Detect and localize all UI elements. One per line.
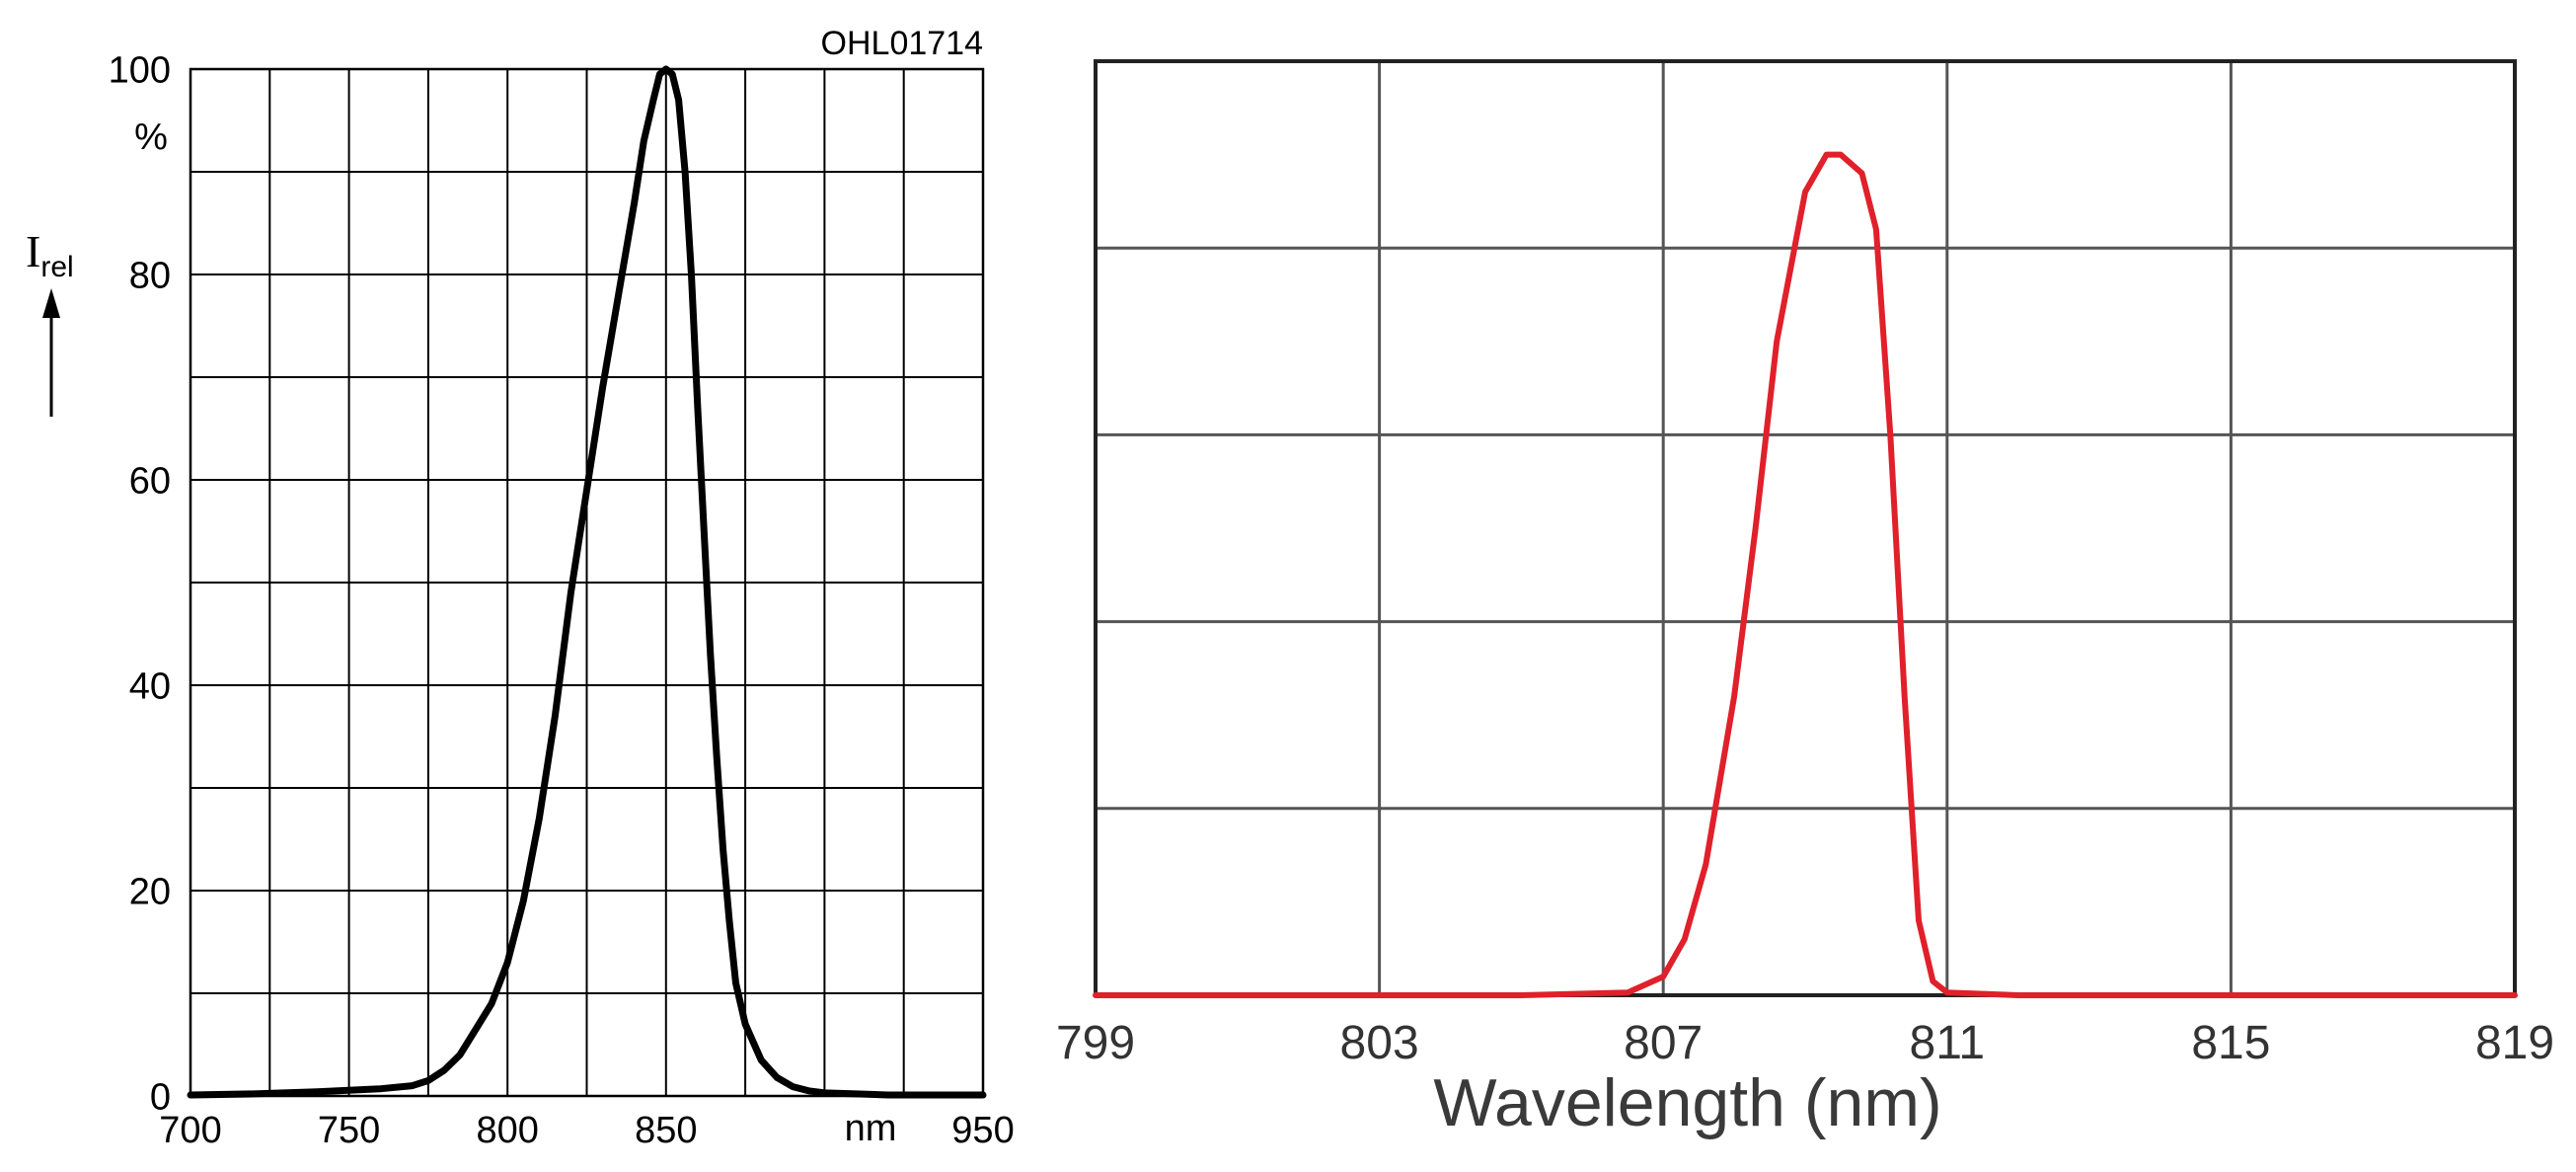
y-axis-title-main: I [26,226,40,276]
relative-intensity-chart: 700 750 800 850 950 0 20 40 60 80 100 OHL01714 % n… [26,25,1015,1151]
x-tick-label: 815 [2191,1017,2270,1069]
plot-frame [1094,59,2517,997]
y-axis-arrow [42,288,60,417]
x-tick-label: 803 [1340,1017,1419,1069]
x-tick-label: 700 [159,1110,221,1151]
y-axis-title-sub: rel [40,251,73,283]
grid [1094,59,2517,997]
x-tick-label: 807 [1624,1017,1703,1069]
y-axis-unit: % [134,117,168,158]
spectrum-curve [1093,151,2518,998]
x-tick-label: 950 [951,1110,1014,1151]
intensity-curve [187,65,987,1099]
y-tick-label: 20 [129,872,171,913]
tick-labels: 700 750 800 850 950 0 20 40 60 80 100 [109,50,1015,1151]
y-axis-title: Irel [26,226,74,283]
plot-frame [189,67,985,1098]
x-tick-label: 800 [476,1110,538,1151]
y-tick-label: 80 [129,256,171,297]
x-tick-label: 750 [318,1110,380,1151]
x-tick-label: 799 [1056,1017,1135,1069]
tick-labels: 799 803 807 811 815 819 [1056,1017,2554,1069]
x-tick-label: 850 [635,1110,697,1151]
y-tick-label: 0 [150,1077,171,1119]
grid [189,67,985,1098]
wavelength-spectrum-chart: 799 803 807 811 815 819 Wavelength (nm) [1056,59,2554,1140]
x-axis-title: Wavelength (nm) [1433,1065,1941,1140]
x-tick-label: 811 [1910,1017,1986,1069]
y-tick-label: 40 [129,666,171,708]
y-tick-label: 60 [129,461,171,503]
y-tick-label: 100 [109,50,171,92]
x-axis-unit: nm [845,1108,897,1149]
chart-code-label: OHL01714 [821,25,983,62]
x-tick-label: 819 [2475,1017,2554,1069]
